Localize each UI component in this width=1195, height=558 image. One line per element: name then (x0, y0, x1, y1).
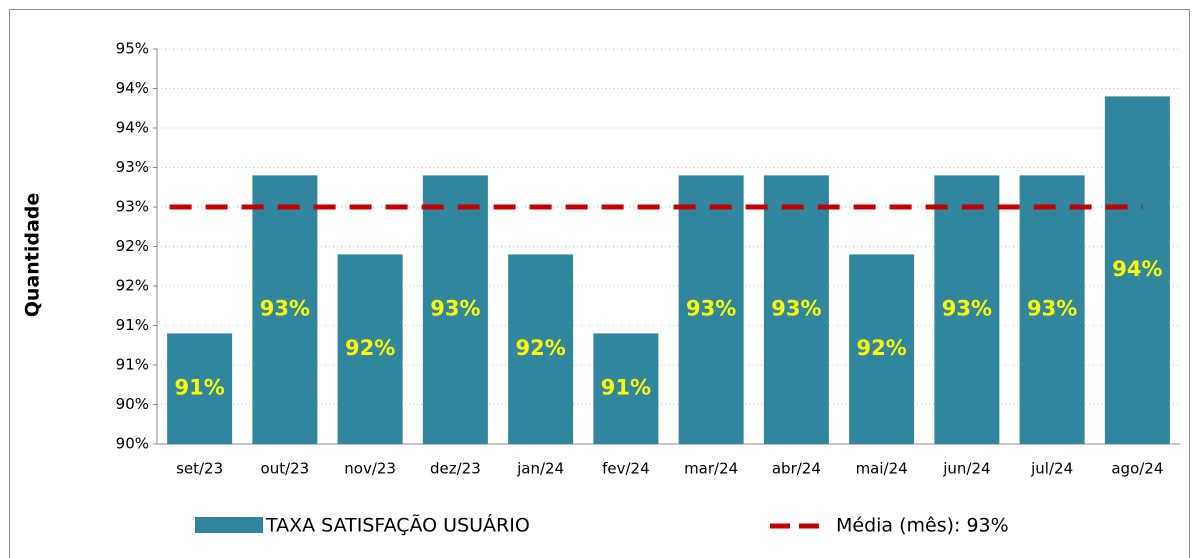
x-tick-label: dez/23 (430, 460, 481, 478)
bar (1104, 96, 1170, 445)
y-tick-label: 91% (116, 316, 149, 334)
x-tick-label: ago/24 (1111, 460, 1163, 478)
x-tick-label: abr/24 (772, 460, 821, 478)
bar (849, 254, 915, 444)
y-tick-label: 93% (116, 158, 149, 176)
x-tick-label: jan/24 (516, 460, 564, 478)
x-tick-label: nov/23 (344, 460, 396, 478)
bar (422, 175, 488, 444)
y-tick-label: 90% (116, 395, 149, 413)
data-label: 91% (174, 376, 224, 400)
bar (593, 333, 659, 444)
bar (167, 333, 233, 444)
y-tick-label: 92% (116, 237, 149, 255)
y-tick-label: 92% (116, 277, 149, 295)
x-tick-label: out/23 (261, 460, 310, 478)
legend-label: TAXA SATISFAÇÃO USUÁRIO (265, 514, 530, 537)
data-label: 92% (345, 336, 395, 360)
data-label: 94% (1112, 257, 1162, 281)
bar (508, 254, 574, 444)
y-tick-label: 94% (116, 79, 149, 97)
x-tick-label: set/23 (176, 460, 223, 478)
data-label: 92% (856, 336, 906, 360)
x-tick-label: mai/24 (856, 460, 908, 478)
y-tick-label: 94% (116, 119, 149, 137)
bar (1019, 175, 1085, 444)
data-label: 93% (771, 297, 821, 321)
y-axis-title: Quantidade (22, 193, 44, 318)
data-label: 93% (1027, 297, 1077, 321)
bar (337, 254, 403, 444)
legend-swatch (195, 517, 263, 533)
y-tick-label: 90% (116, 435, 149, 453)
data-label: 93% (686, 297, 736, 321)
bar (934, 175, 1000, 444)
data-label: 93% (430, 297, 480, 321)
x-tick-label: fev/24 (602, 460, 650, 478)
bar (763, 175, 829, 444)
data-label: 93% (260, 297, 310, 321)
data-label: 93% (942, 297, 992, 321)
y-tick-label: 91% (116, 356, 149, 374)
x-tick-label: mar/24 (684, 460, 738, 478)
data-label: 91% (601, 376, 651, 400)
bar (678, 175, 744, 444)
data-label: 92% (515, 336, 565, 360)
x-tick-label: jun/24 (942, 460, 990, 478)
legend-label: Média (mês): 93% (836, 515, 1009, 537)
y-tick-label: 95% (116, 40, 149, 58)
bar (252, 175, 318, 444)
x-tick-label: jul/24 (1030, 460, 1073, 478)
y-tick-label: 93% (116, 198, 149, 216)
